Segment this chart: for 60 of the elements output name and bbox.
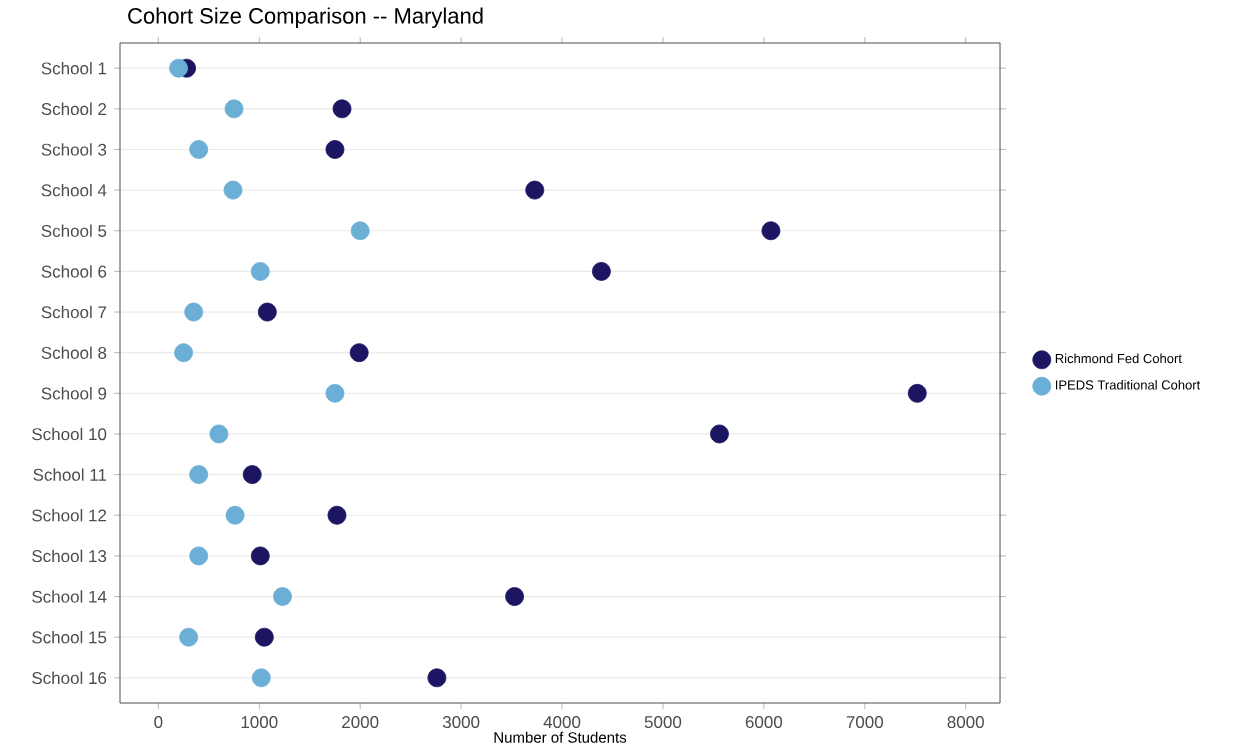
point — [184, 302, 204, 322]
x-tick-label: 0 — [154, 716, 163, 729]
point — [179, 627, 199, 647]
point — [189, 140, 209, 159]
point — [254, 627, 274, 647]
point — [223, 180, 243, 200]
x-axis-title: Number of Students — [494, 731, 627, 743]
x-tick-label: 2000 — [342, 716, 379, 729]
point — [257, 302, 277, 322]
point — [224, 99, 244, 119]
point — [710, 424, 729, 444]
point — [209, 424, 229, 444]
y-tick-label: School 10 — [32, 427, 107, 441]
y-tick-label: School 15 — [32, 630, 107, 644]
point — [225, 505, 245, 525]
point — [325, 140, 345, 159]
x-tick-label: 4000 — [543, 716, 581, 729]
point — [251, 668, 271, 688]
point — [242, 465, 262, 484]
y-tick-label: School 1 — [41, 61, 107, 75]
point — [427, 668, 447, 688]
x-tick-label: 5000 — [644, 716, 682, 729]
point — [350, 221, 370, 241]
point — [505, 587, 524, 606]
y-tick-label: School 8 — [41, 346, 107, 359]
y-tick-label: School 13 — [32, 549, 107, 563]
y-tick-label: School 12 — [32, 509, 107, 522]
point — [332, 99, 352, 119]
legend-label: IPEDS Traditional Cohort — [1055, 380, 1201, 390]
x-tick-label: 1000 — [241, 716, 278, 729]
y-tick-label: School 4 — [41, 183, 107, 197]
point — [591, 262, 611, 281]
point — [349, 343, 369, 363]
point — [174, 343, 193, 363]
chart-title: Cohort Size Comparison -- Maryland — [128, 7, 483, 28]
y-tick-label: School 6 — [41, 265, 107, 278]
y-tick-label: School 9 — [41, 387, 107, 400]
y-tick-label: School 7 — [41, 305, 107, 319]
point — [325, 383, 345, 403]
y-tick-label: School 16 — [32, 671, 107, 685]
y-tick-label: School 3 — [41, 143, 107, 156]
y-tick-label: School 11 — [33, 468, 107, 481]
point — [327, 505, 347, 525]
point — [907, 383, 927, 403]
point — [189, 465, 209, 484]
point — [250, 262, 270, 281]
x-tick-label: 8000 — [947, 716, 984, 729]
point — [250, 546, 270, 566]
point — [525, 180, 545, 200]
y-tick-label: School 14 — [32, 590, 107, 603]
y-tick-label: School 2 — [41, 102, 107, 116]
x-tick-label: 7000 — [846, 716, 884, 729]
x-tick-label: 6000 — [745, 716, 783, 729]
point — [169, 58, 188, 78]
y-tick-label: School 5 — [41, 224, 107, 237]
point — [189, 546, 209, 566]
point — [761, 221, 781, 241]
point — [273, 587, 292, 606]
x-tick-label: 3000 — [442, 716, 480, 729]
legend-label: Richmond Fed Cohort — [1055, 353, 1182, 364]
